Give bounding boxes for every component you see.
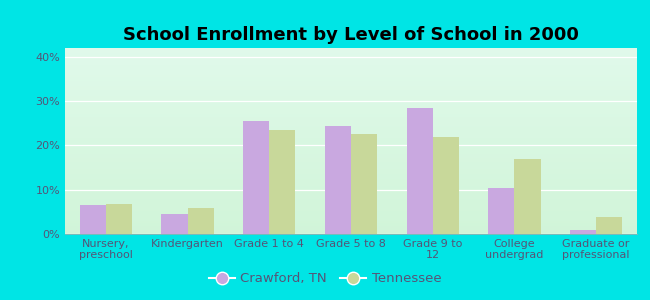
Bar — [488, 188, 514, 234]
Title: School Enrollment by Level of School in 2000: School Enrollment by Level of School in … — [123, 26, 579, 44]
Bar — [188, 208, 214, 234]
Bar — [596, 217, 622, 234]
Bar — [80, 205, 106, 234]
Bar — [406, 108, 433, 234]
Bar — [351, 134, 377, 234]
Bar — [243, 121, 269, 234]
Bar — [570, 230, 596, 234]
Bar — [514, 159, 541, 234]
Legend: Crawford, TN, Tennessee: Crawford, TN, Tennessee — [203, 267, 447, 290]
Bar — [161, 214, 188, 234]
Bar — [269, 130, 296, 234]
Bar — [106, 204, 132, 234]
Bar — [433, 137, 459, 234]
Bar — [325, 125, 351, 234]
